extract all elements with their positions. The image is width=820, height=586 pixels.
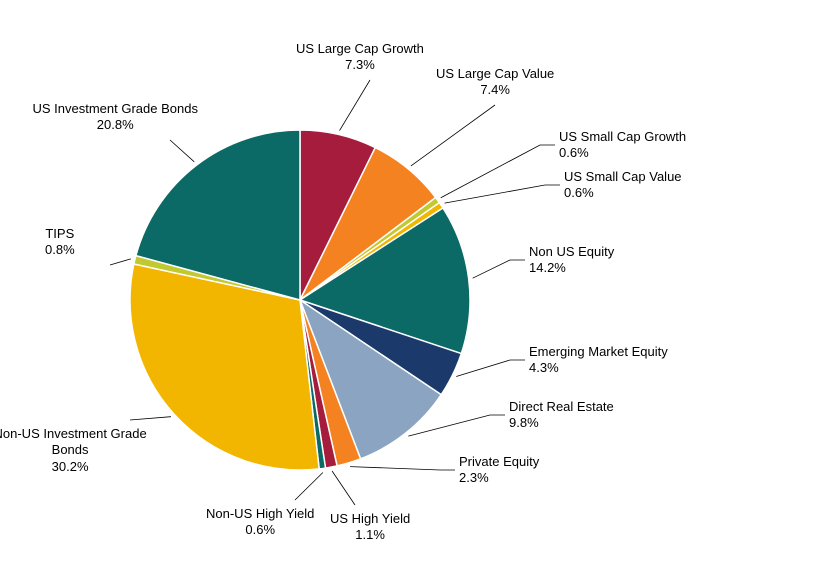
slice-label-text: Direct Real Estate	[509, 399, 614, 414]
leader-line	[295, 472, 323, 500]
slice-label: US Large Cap Value7.4%	[436, 66, 554, 99]
leader-line	[340, 80, 370, 131]
slice-label-pct: 0.8%	[45, 242, 75, 257]
slice-label: US Investment Grade Bonds20.8%	[33, 101, 198, 134]
leader-line	[110, 259, 131, 265]
slice-label-text: US Large Cap Value	[436, 66, 554, 81]
pie-chart: US Large Cap Growth7.3% US Large Cap Valu…	[0, 0, 820, 586]
slice-label-text: Bonds	[52, 442, 89, 457]
slice-label: Non-US High Yield0.6%	[206, 506, 314, 539]
slice-label-text: US Small Cap Growth	[559, 129, 686, 144]
slice-label: TIPS0.8%	[45, 226, 75, 259]
slice-label-text: Non-US Investment Grade	[0, 426, 147, 441]
slice-label: Non-US Investment GradeBonds 30.2%	[0, 426, 147, 475]
slice-label-pct: 2.3%	[459, 470, 489, 485]
slice-label-pct: 7.3%	[345, 57, 375, 72]
slice-label-text: US Small Cap Value	[564, 169, 682, 184]
slice-label-text: Private Equity	[459, 454, 539, 469]
slice-label-pct: 30.2%	[52, 459, 89, 474]
leader-line	[350, 467, 455, 470]
slice-label-text: US Investment Grade Bonds	[33, 101, 198, 116]
slice-label: US High Yield1.1%	[330, 511, 410, 544]
slice-label: Private Equity2.3%	[459, 454, 539, 487]
slice-label-text: Emerging Market Equity	[529, 344, 668, 359]
slice-label-pct: 7.4%	[480, 82, 510, 97]
slice-label-pct: 14.2%	[529, 260, 566, 275]
slice-label-pct: 0.6%	[564, 185, 594, 200]
slice-label-text: Non-US High Yield	[206, 506, 314, 521]
slice-label: US Small Cap Growth0.6%	[559, 129, 686, 162]
leader-line	[411, 105, 495, 166]
slice-label-pct: 4.3%	[529, 360, 559, 375]
slice-label-pct: 9.8%	[509, 415, 539, 430]
slice-label-pct: 0.6%	[559, 145, 589, 160]
slice-label-pct: 1.1%	[355, 527, 385, 542]
slice-label-pct: 0.6%	[245, 522, 275, 537]
leader-line	[456, 360, 525, 377]
slice-label: US Large Cap Growth7.3%	[296, 41, 424, 74]
slice-label-text: US Large Cap Growth	[296, 41, 424, 56]
slice-label-text: US High Yield	[330, 511, 410, 526]
leader-line	[445, 185, 560, 203]
leader-line	[441, 145, 555, 198]
slice-label-text: Non US Equity	[529, 244, 614, 259]
leader-line	[170, 140, 194, 162]
leader-line	[130, 417, 171, 420]
slice-label: Direct Real Estate9.8%	[509, 399, 614, 432]
slice-label: US Small Cap Value0.6%	[564, 169, 682, 202]
slice-label-pct: 20.8%	[97, 117, 134, 132]
slice-label: Emerging Market Equity4.3%	[529, 344, 668, 377]
leader-line	[473, 260, 525, 278]
pie-svg	[0, 0, 820, 586]
slice-label-text: TIPS	[45, 226, 74, 241]
slice-label: Non US Equity14.2%	[529, 244, 614, 277]
leader-line	[332, 471, 355, 505]
